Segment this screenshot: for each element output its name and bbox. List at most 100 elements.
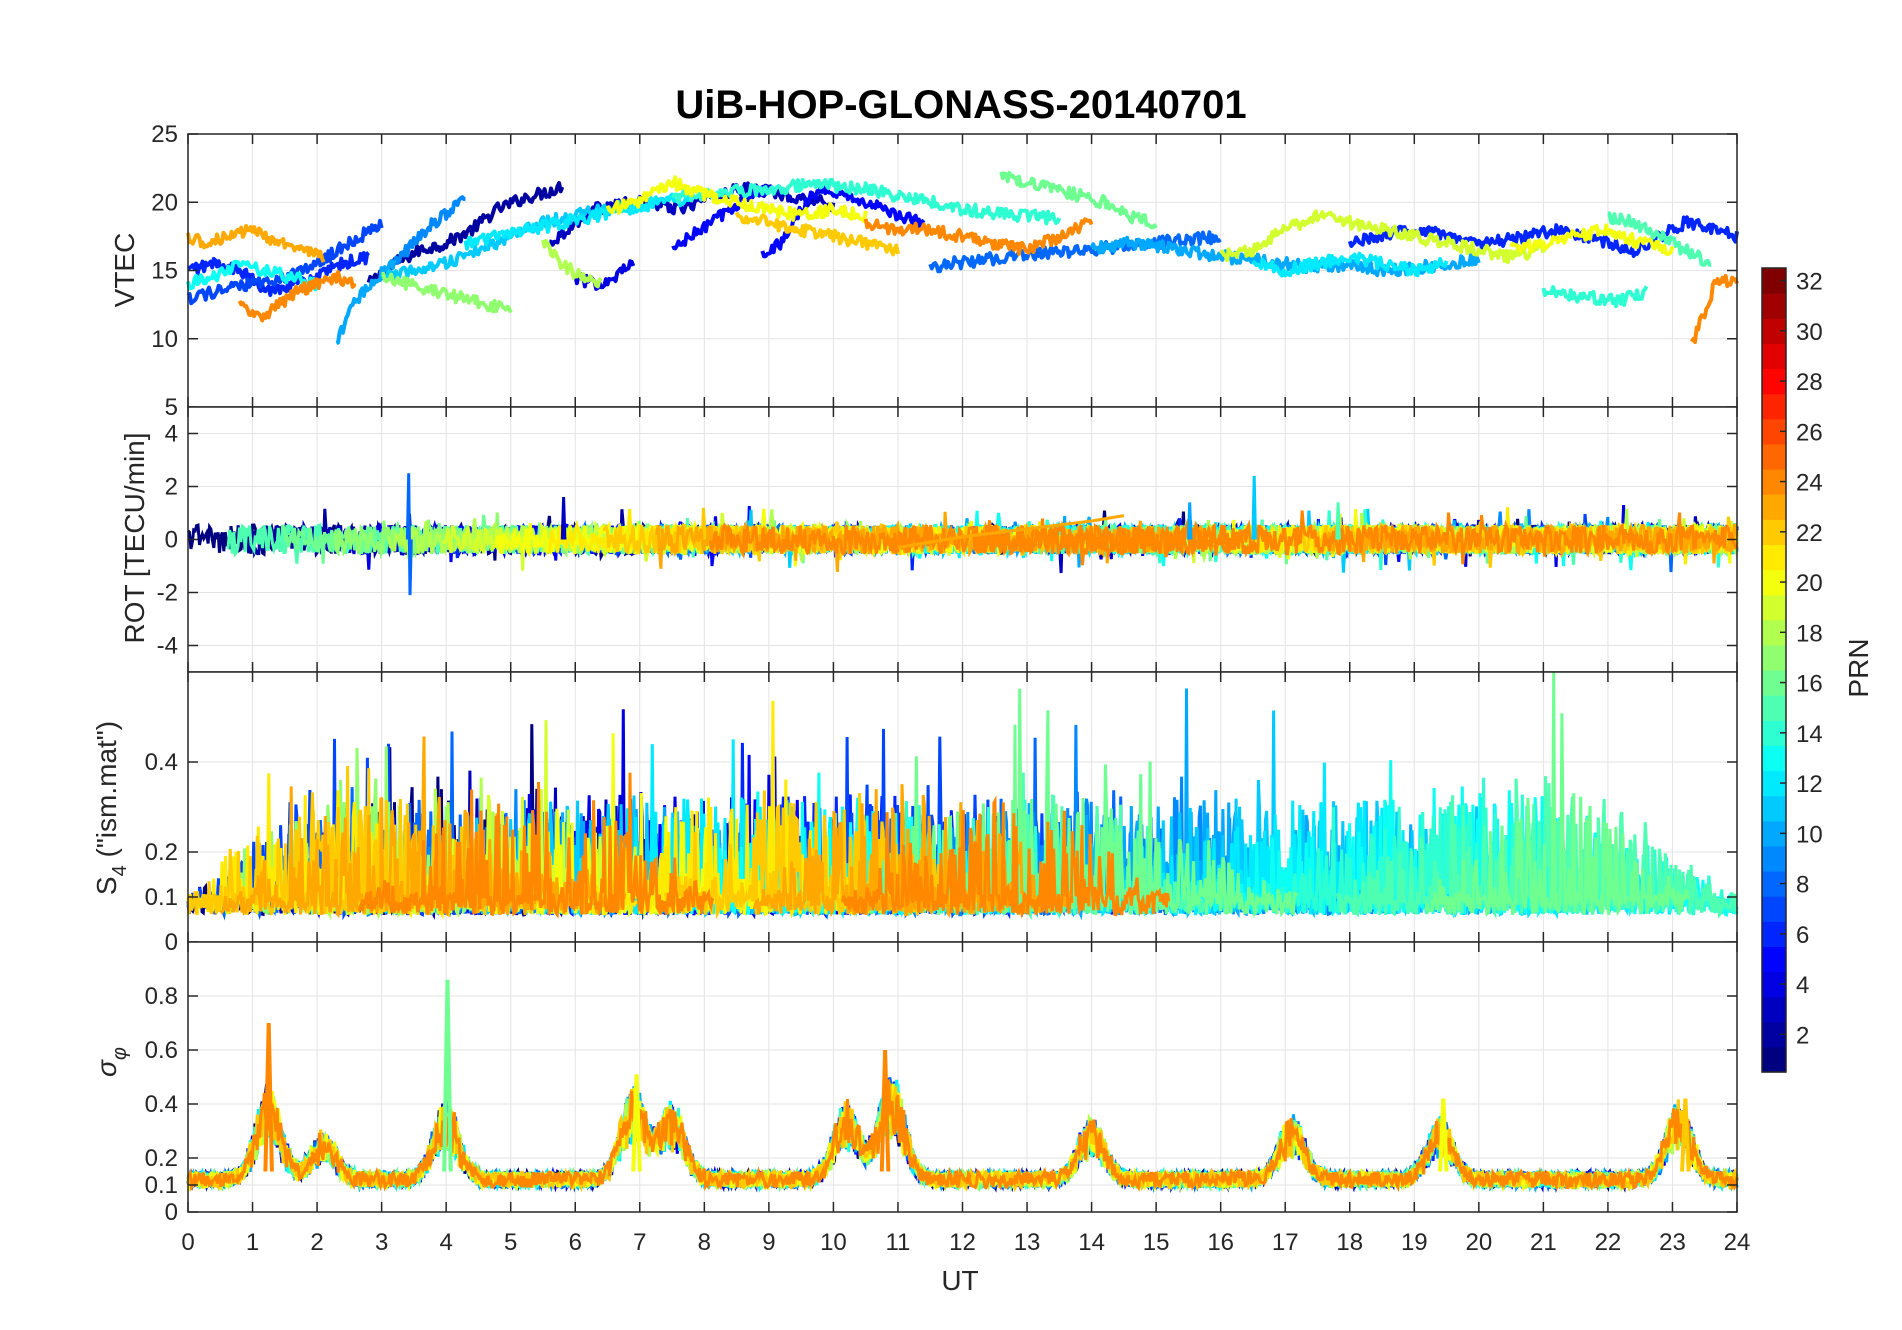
y-tick-label: -2	[157, 580, 178, 607]
x-tick-label: 16	[1207, 1229, 1234, 1256]
x-tick-label: 3	[375, 1229, 388, 1256]
rot-spike-prn-15	[1335, 502, 1341, 540]
x-tick-label: 4	[439, 1229, 452, 1256]
colorbar-tick-label: 30	[1796, 319, 1823, 346]
colorbar-swatch	[1762, 393, 1786, 420]
x-tick-label: 9	[762, 1229, 775, 1256]
y-tick-label: 15	[151, 258, 178, 285]
x-tick-label: 21	[1530, 1229, 1557, 1256]
colorbar-tick-label: 2	[1796, 1022, 1809, 1049]
y-tick-label: 5	[165, 394, 178, 421]
rot-trace-prn-24	[973, 510, 1738, 566]
series-line-prn-12	[1251, 251, 1449, 278]
x-tick-label: 17	[1272, 1229, 1299, 1256]
s4-trace-prn-24	[841, 795, 1171, 919]
series-line-prn-20	[1509, 223, 1675, 256]
colorbar-tick-label: 24	[1796, 470, 1823, 497]
rot-spike-prn-23	[897, 514, 1125, 549]
panel-s4: 0 0.1 0.2 0.4	[145, 671, 1739, 956]
y-tick-label: 10	[151, 326, 178, 353]
x-tick-label: 18	[1336, 1229, 1363, 1256]
x-tick-label: 15	[1143, 1229, 1170, 1256]
x-tick-label: 6	[569, 1229, 582, 1256]
series-line-prn-10	[335, 259, 397, 346]
colorbar-tick-label: 28	[1796, 369, 1823, 396]
colorbar-swatch	[1762, 996, 1786, 1023]
x-tick-label: 13	[1014, 1229, 1041, 1256]
sigma-peak-prn-22	[1680, 1098, 1691, 1172]
series-group	[186, 473, 1739, 596]
series-line-prn-6	[187, 251, 370, 297]
rot-trace-prn-24	[708, 518, 1274, 560]
y-tick-label: 0.2	[145, 839, 178, 866]
colorbar-tick-label: 4	[1796, 972, 1809, 999]
series-group	[186, 170, 1739, 346]
panel-rot: -4 -2 0 2 4	[157, 406, 1739, 673]
x-tick-label: 10	[820, 1229, 847, 1256]
series-line-prn-13	[186, 259, 319, 292]
colorbar-swatch	[1762, 443, 1786, 470]
colorbar-swatch	[1762, 695, 1786, 721]
colorbar-swatch	[1762, 644, 1786, 671]
series-line-prn-17	[381, 271, 513, 314]
y-tick-label: 0.2	[145, 1145, 178, 1172]
y-tick-label: 0.6	[145, 1037, 178, 1064]
series-line-prn-24	[237, 270, 357, 323]
x-tick-label: 8	[698, 1229, 711, 1256]
s4-trace-prn-16	[1424, 671, 1691, 917]
colorbar-swatch	[1762, 946, 1786, 973]
x-tick-label: 14	[1078, 1229, 1105, 1256]
sigma-peak-prn-20	[1438, 1098, 1449, 1172]
x-tick-label: 19	[1401, 1229, 1428, 1256]
rot-spike-prn-3	[560, 497, 567, 540]
series-line-prn-23	[186, 224, 326, 263]
series-group	[186, 671, 1739, 921]
series-line-prn-18	[541, 238, 603, 289]
sigma-peak-prn-16	[442, 979, 453, 1172]
colorbar-tick-label: 20	[1796, 570, 1823, 597]
rot-spike-prn-10	[1186, 502, 1193, 540]
chart-title: UiB-HOP-GLONASS-20140701	[675, 83, 1246, 127]
series-group	[186, 979, 1739, 1194]
colorbar-tick-label: 16	[1796, 671, 1823, 698]
sigma-peak-prn-24	[879, 1049, 891, 1172]
y-tick-label: 0.8	[145, 983, 178, 1010]
rot-spike-prn-11	[1251, 475, 1257, 540]
series-line-prn-9	[392, 195, 466, 265]
y-tick-label: 4	[165, 421, 178, 448]
x-tick-label: 12	[949, 1229, 976, 1256]
sigma-peak-prn-20	[631, 1074, 642, 1172]
x-tick-label: 7	[633, 1229, 646, 1256]
series-line-prn-4	[573, 259, 636, 291]
x-tick-label: 5	[504, 1229, 517, 1256]
colorbar-swatch	[1762, 293, 1786, 319]
series-line-prn-22	[734, 211, 900, 257]
y-tick-label: 0.4	[145, 1091, 178, 1118]
y-tick-label: 0	[165, 929, 178, 956]
y-tick-label: 20	[151, 189, 178, 216]
colorbar-tick-label: 32	[1796, 269, 1823, 296]
s4-ylabel: S4 ("ism.mat")	[91, 721, 131, 895]
series-line-prn-5	[671, 184, 771, 251]
sigma-peak-prn-24	[263, 1022, 274, 1172]
panel-sigma-phi: 00.10.20.40.60.80 1 2 3 4 5 6 7 8 9 10 11 12 13 14 15 16…	[145, 941, 1750, 1256]
colorbar-label: PRN	[1843, 638, 1874, 697]
colorbar-swatch	[1762, 494, 1786, 520]
s4-trace-prn-23	[219, 736, 627, 918]
x-axis-label: UT	[941, 1265, 978, 1296]
x-tick-label: 20	[1465, 1229, 1492, 1256]
y-tick-label: 0	[165, 1199, 178, 1226]
panel-vtec: 5 10 15 20 25	[151, 121, 1739, 421]
colorbar-swatch	[1762, 343, 1786, 370]
colorbar-swatch	[1762, 896, 1786, 922]
s4-trace-prn-15	[1336, 776, 1739, 919]
rot-ylabel: ROT [TECU/min]	[119, 432, 150, 643]
colorbar-tick-label: 8	[1796, 872, 1809, 899]
colorbar-tick-label: 10	[1796, 821, 1823, 848]
y-tick-label: 2	[165, 474, 178, 501]
x-tick-label: 22	[1595, 1229, 1622, 1256]
series-line-prn-24	[1690, 273, 1739, 345]
colorbar-tick-label: 6	[1796, 922, 1809, 949]
series-line-prn-19	[1219, 209, 1546, 265]
